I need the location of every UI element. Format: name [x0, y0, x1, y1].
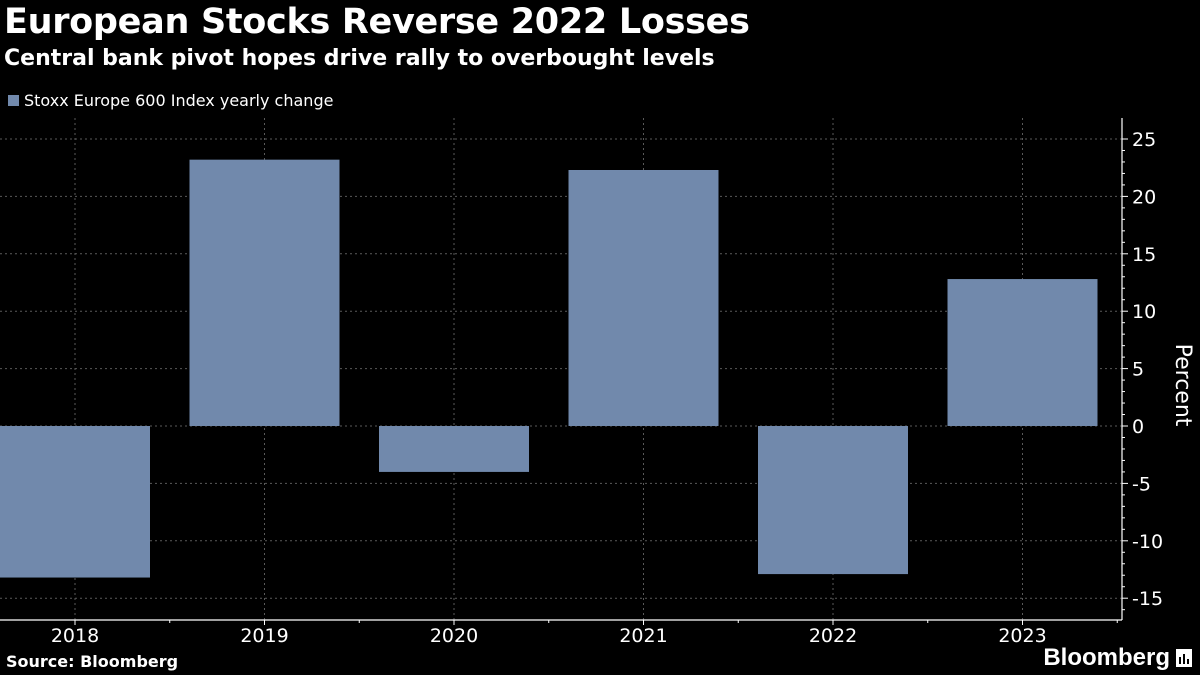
y-tick-label: 10: [1132, 301, 1156, 323]
legend-label: Stoxx Europe 600 Index yearly change: [24, 91, 334, 110]
x-tick-label: 2022: [809, 625, 857, 647]
x-tick-label: 2021: [619, 625, 667, 647]
y-tick-label: 20: [1132, 186, 1156, 208]
legend-swatch: [8, 95, 19, 106]
y-tick-label: 15: [1132, 244, 1156, 266]
bar-chart-logo-icon: [1176, 649, 1192, 667]
x-tick-label: 2020: [430, 625, 478, 647]
y-tick-label: 5: [1132, 359, 1144, 381]
bloomberg-logo: Bloomberg: [1043, 644, 1192, 672]
chart-title: European Stocks Reverse 2022 Losses: [4, 2, 750, 42]
bar-2018: [0, 426, 150, 578]
y-tick-label: -15: [1132, 588, 1163, 610]
chart-subtitle: Central bank pivot hopes drive rally to …: [4, 46, 715, 71]
x-tick-label: 2018: [51, 625, 99, 647]
bar-2023: [947, 279, 1098, 426]
bar-2020: [379, 426, 529, 472]
x-tick-label: 2023: [998, 625, 1046, 647]
y-tick-label: -5: [1132, 473, 1151, 495]
brand-name: Bloomberg: [1043, 644, 1170, 671]
bar-2019: [189, 159, 340, 426]
y-tick-label: -10: [1132, 531, 1163, 553]
y-tick-label: 25: [1132, 129, 1156, 151]
y-axis-title: Percent: [1170, 344, 1195, 427]
bar-2022: [758, 426, 908, 575]
source-note: Source: Bloomberg: [6, 652, 179, 671]
legend: Stoxx Europe 600 Index yearly change: [8, 91, 333, 110]
y-tick-label: 0: [1132, 416, 1144, 438]
x-tick-label: 2019: [240, 625, 288, 647]
bar-2021: [568, 169, 719, 426]
